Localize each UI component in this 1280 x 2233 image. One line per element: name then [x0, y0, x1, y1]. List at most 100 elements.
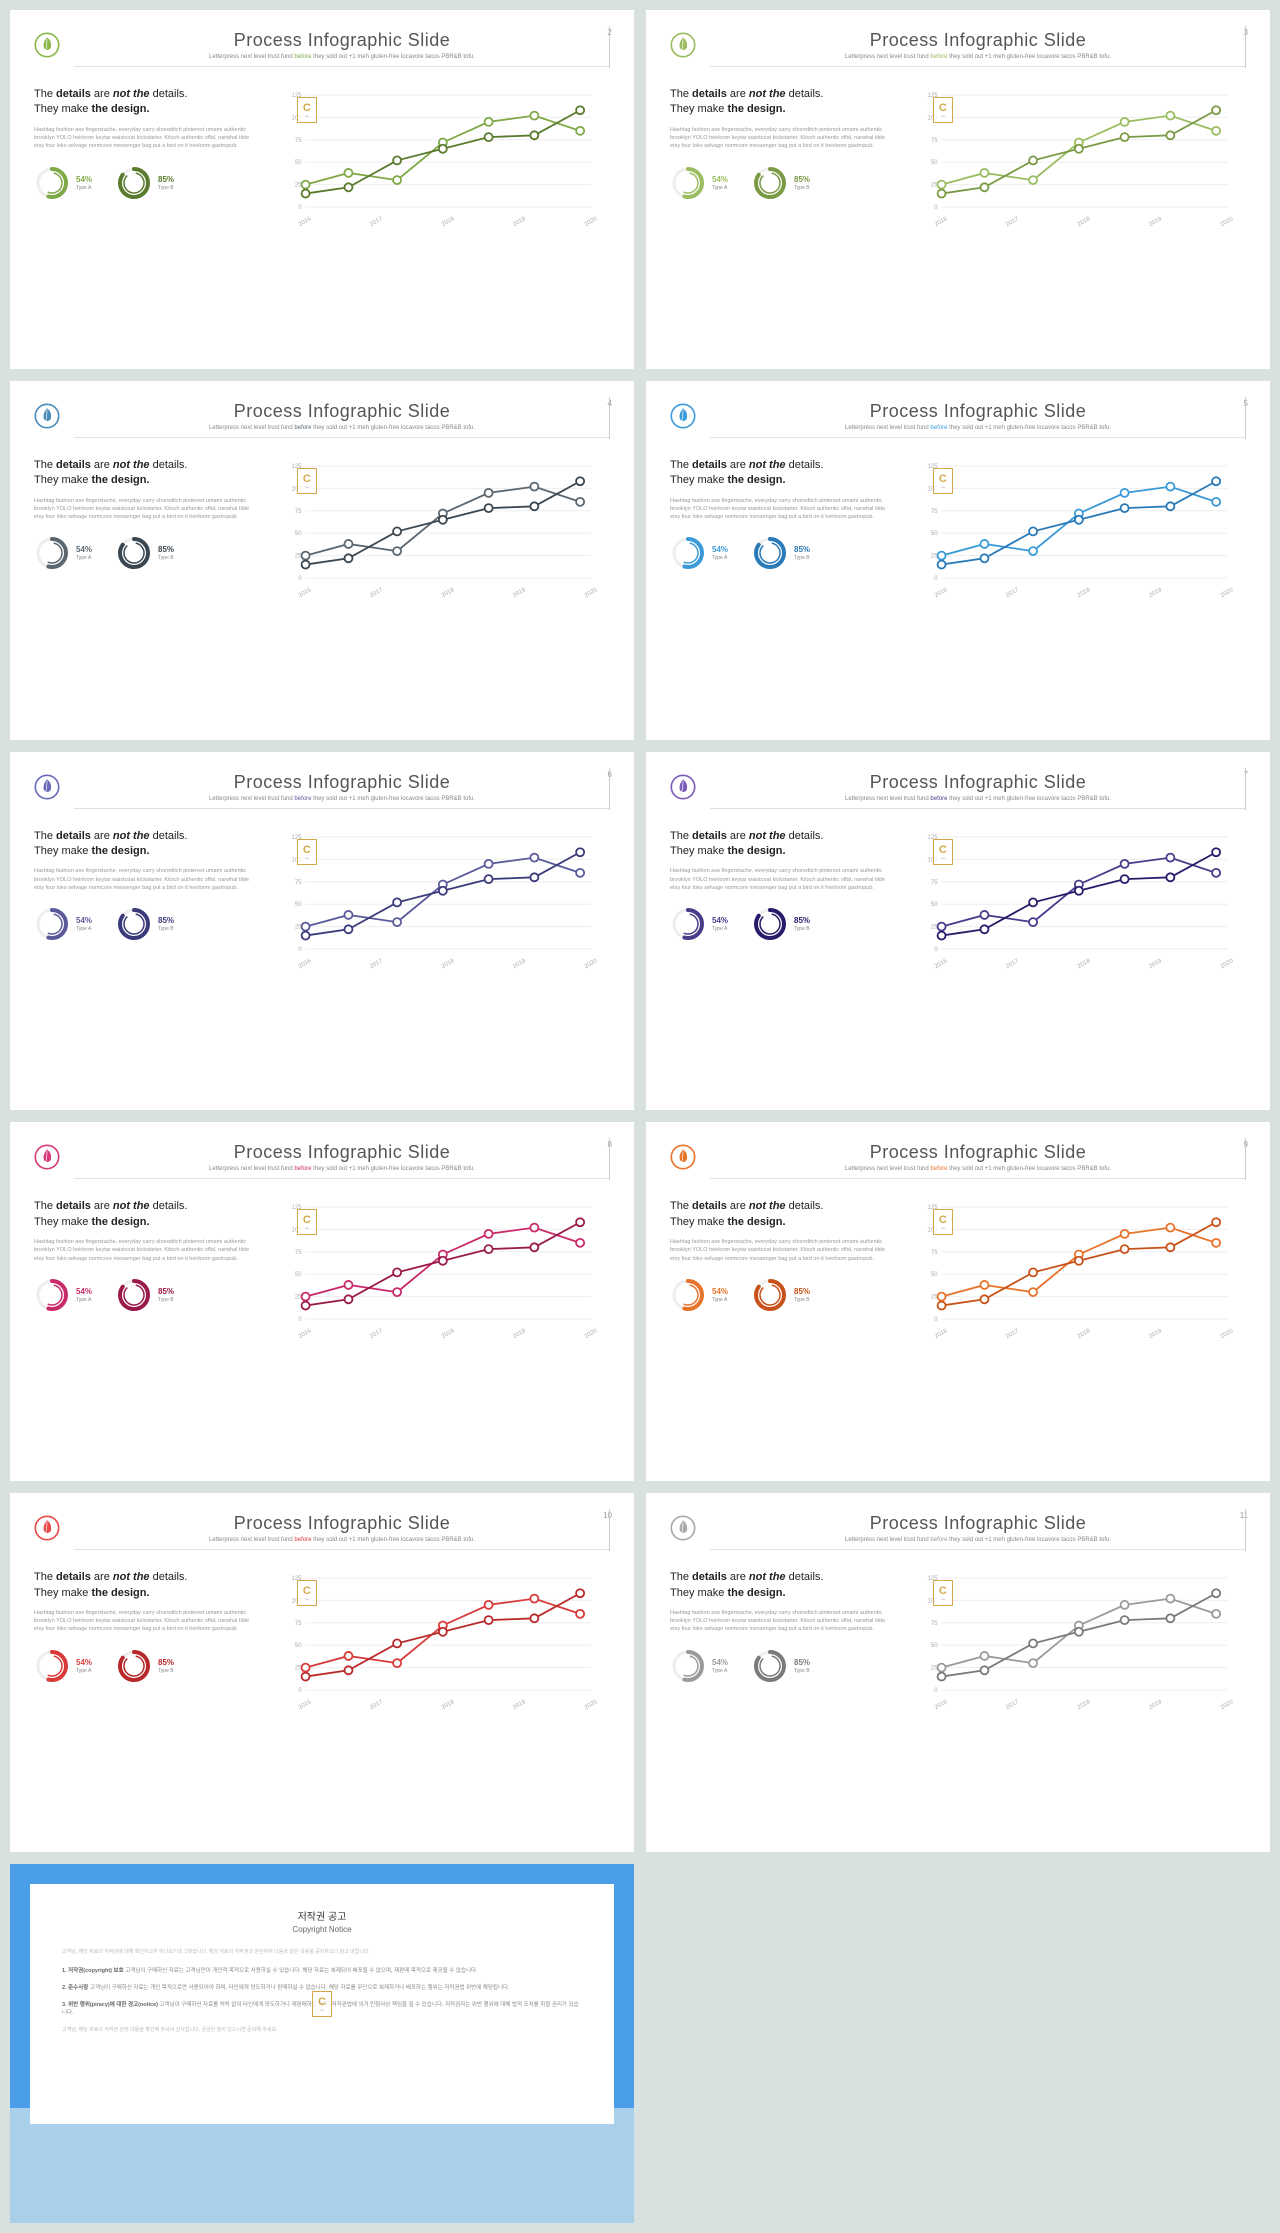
donut-b-pct: 85%	[794, 1658, 810, 1667]
slide-title: Process Infographic Slide	[710, 30, 1246, 51]
donut-b-pct: 85%	[158, 916, 174, 925]
donut-a-type: Type A	[76, 926, 92, 932]
svg-text:2018: 2018	[441, 216, 456, 227]
line-chart: C•••• 025507510012520162017201820192020	[909, 458, 1246, 603]
line-chart: C•••• 025507510012520162017201820192020	[909, 829, 1246, 974]
donut-b-pct: 85%	[794, 545, 810, 554]
content-heading: The details are not the details.They mak…	[34, 1570, 253, 1601]
svg-text:2020: 2020	[584, 1328, 599, 1339]
slide-subtitle: Letterpress next level trust fund before…	[74, 425, 610, 431]
copyright-slide: 저작권 공고 Copyright Notice 고객님, 해당 자료의 저작권에…	[10, 1864, 634, 2223]
donut-b: 85%Type B	[116, 165, 174, 201]
infographic-slide: 9 Process Infographic Slide Letterpress …	[646, 1122, 1270, 1481]
donut-a-type: Type A	[712, 185, 728, 191]
slide-title: Process Infographic Slide	[710, 772, 1246, 793]
svg-text:2018: 2018	[1077, 957, 1092, 968]
svg-text:75: 75	[295, 138, 302, 144]
donut-b-pct: 85%	[158, 1658, 174, 1667]
svg-text:0: 0	[934, 947, 938, 953]
watermark-icon: C••••	[312, 1991, 332, 2017]
donut-a-pct: 54%	[712, 545, 728, 554]
donut-b-type: Type B	[158, 1297, 174, 1303]
content-heading: The details are not the details.They mak…	[670, 829, 889, 860]
line-chart: C•••• 025507510012520162017201820192020	[909, 1199, 1246, 1344]
svg-text:2020: 2020	[1220, 587, 1235, 598]
svg-text:0: 0	[298, 947, 302, 953]
svg-text:0: 0	[298, 576, 302, 582]
donut-b-pct: 85%	[794, 916, 810, 925]
svg-text:2016: 2016	[934, 216, 949, 227]
svg-text:0: 0	[298, 1317, 302, 1323]
donut-b: 85%Type B	[752, 1648, 810, 1684]
svg-text:50: 50	[295, 902, 302, 908]
donut-a-type: Type A	[76, 185, 92, 191]
watermark-icon: C••••	[297, 839, 317, 865]
donut-a: 54%Type A	[670, 165, 728, 201]
slide-title: Process Infographic Slide	[74, 772, 610, 793]
svg-text:75: 75	[295, 1621, 302, 1627]
infographic-slide: 7 Process Infographic Slide Letterpress …	[646, 752, 1270, 1111]
content-heading: The details are not the details.They mak…	[34, 458, 253, 489]
leaf-logo-icon	[670, 774, 696, 800]
donut-a: 54%Type A	[34, 165, 92, 201]
svg-text:50: 50	[931, 1643, 938, 1649]
donut-b-pct: 85%	[158, 1287, 174, 1296]
svg-text:2018: 2018	[1077, 1699, 1092, 1710]
svg-text:2019: 2019	[1148, 587, 1163, 598]
svg-text:2017: 2017	[1005, 216, 1020, 227]
svg-text:2017: 2017	[369, 957, 384, 968]
svg-text:50: 50	[295, 531, 302, 537]
svg-text:50: 50	[931, 160, 938, 166]
watermark-icon: C••••	[933, 1209, 953, 1235]
donut-b: 85%Type B	[752, 906, 810, 942]
svg-text:2019: 2019	[512, 216, 527, 227]
slide-subtitle: Letterpress next level trust fund before…	[710, 1166, 1246, 1172]
line-chart: C•••• 025507510012520162017201820192020	[909, 1570, 1246, 1715]
donut-b-type: Type B	[794, 926, 810, 932]
watermark-icon: C••••	[933, 839, 953, 865]
svg-text:2016: 2016	[934, 1328, 949, 1339]
donut-b-pct: 85%	[794, 175, 810, 184]
svg-text:0: 0	[934, 1317, 938, 1323]
line-chart: C•••• 025507510012520162017201820192020	[273, 1199, 610, 1344]
svg-text:50: 50	[295, 160, 302, 166]
svg-text:2017: 2017	[1005, 1328, 1020, 1339]
copyright-subtitle: Copyright Notice	[62, 1925, 582, 1934]
line-chart: C•••• 025507510012520162017201820192020	[273, 829, 610, 974]
donut-a-type: Type A	[712, 1297, 728, 1303]
donut-a-type: Type A	[76, 555, 92, 561]
svg-text:50: 50	[295, 1273, 302, 1279]
svg-text:2018: 2018	[1077, 216, 1092, 227]
leaf-logo-icon	[34, 403, 60, 429]
donut-a: 54%Type A	[34, 906, 92, 942]
svg-text:0: 0	[934, 576, 938, 582]
svg-text:2018: 2018	[441, 1328, 456, 1339]
copyright-intro: 고객님, 해당 자료의 저작권에 대해 확인하고자 하나요? 네 그렇습니다. …	[62, 1948, 582, 1957]
slide-subtitle: Letterpress next level trust fund before…	[710, 1537, 1246, 1543]
content-heading: The details are not the details.They mak…	[670, 1199, 889, 1230]
donut-b-type: Type B	[158, 185, 174, 191]
leaf-logo-icon	[34, 1144, 60, 1170]
svg-text:2016: 2016	[298, 587, 313, 598]
leaf-logo-icon	[34, 774, 60, 800]
svg-text:2020: 2020	[1220, 1328, 1235, 1339]
content-body: Hashtag fashion axe fingerstache, everyd…	[34, 1609, 253, 1634]
content-body: Hashtag fashion axe fingerstache, everyd…	[34, 1238, 253, 1263]
infographic-slide: 3 Process Infographic Slide Letterpress …	[646, 10, 1270, 369]
svg-text:2017: 2017	[1005, 1699, 1020, 1710]
leaf-logo-icon	[670, 32, 696, 58]
donut-b-type: Type B	[158, 926, 174, 932]
svg-text:2016: 2016	[934, 587, 949, 598]
svg-text:2019: 2019	[1148, 1328, 1163, 1339]
donut-b: 85%Type B	[752, 1277, 810, 1313]
donut-a-type: Type A	[712, 926, 728, 932]
donut-a: 54%Type A	[34, 535, 92, 571]
slide-subtitle: Letterpress next level trust fund before…	[710, 425, 1246, 431]
svg-text:2018: 2018	[441, 1699, 456, 1710]
leaf-logo-icon	[670, 1515, 696, 1541]
svg-text:75: 75	[931, 1250, 938, 1256]
svg-text:50: 50	[931, 902, 938, 908]
svg-text:2019: 2019	[1148, 1699, 1163, 1710]
content-body: Hashtag fashion axe fingerstache, everyd…	[670, 497, 889, 522]
svg-text:50: 50	[931, 531, 938, 537]
